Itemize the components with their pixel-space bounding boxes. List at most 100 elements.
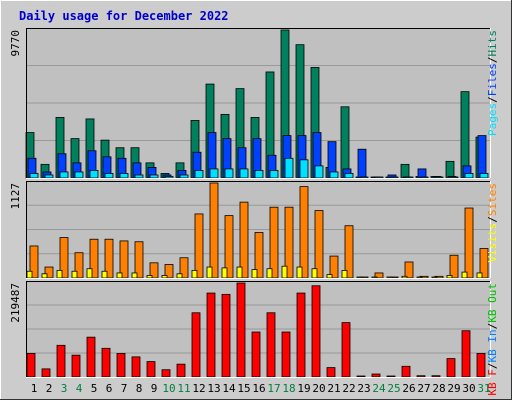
bar [74, 171, 84, 179]
bar [389, 176, 399, 179]
bar [224, 168, 234, 179]
x-tick-label: 27 [417, 382, 430, 395]
bar [357, 148, 367, 179]
bar [161, 369, 171, 378]
bar [401, 365, 411, 378]
bar [269, 206, 279, 279]
bar [449, 254, 459, 279]
legend-separator: / [486, 96, 499, 103]
bar [239, 201, 249, 279]
bar [446, 358, 456, 378]
bar [311, 268, 318, 279]
panel-legend: Pages/Files/Hits [486, 30, 499, 136]
bar [386, 276, 393, 279]
bar [101, 270, 108, 279]
bar [477, 135, 487, 179]
bar [431, 276, 438, 279]
bar [86, 336, 96, 378]
bar [251, 331, 261, 378]
x-tick-label: 24 [372, 382, 386, 395]
bar [146, 275, 153, 279]
bar [460, 91, 470, 179]
bar [194, 213, 204, 279]
bar [341, 322, 351, 378]
x-tick-label: 4 [76, 382, 83, 395]
bar [431, 375, 441, 378]
bar [86, 268, 93, 279]
bar [266, 268, 273, 279]
x-tick-label: 7 [121, 382, 128, 395]
bar [476, 272, 483, 279]
x-tick-label: 23 [357, 382, 370, 395]
bar [445, 160, 455, 179]
panel-legend: Visits/Sites [486, 183, 499, 263]
bar [329, 171, 339, 179]
bar [71, 354, 81, 378]
bar [269, 170, 279, 179]
bar [176, 363, 186, 378]
bar [59, 171, 69, 179]
legend-entry: Sites [486, 183, 499, 216]
legend-entry: Pages [486, 103, 499, 136]
bar [314, 165, 324, 179]
x-tick-label: 21 [327, 382, 340, 395]
bar [404, 261, 414, 279]
bar [479, 173, 489, 179]
bar [104, 173, 114, 179]
x-tick-label: 13 [207, 382, 220, 395]
bar [41, 273, 48, 279]
legend-separator: / [486, 57, 499, 64]
bar [254, 170, 264, 179]
bar [281, 331, 291, 378]
x-tick-label: 16 [252, 382, 265, 395]
x-tick-label: 28 [432, 382, 445, 395]
bar [191, 270, 198, 279]
bar [164, 176, 174, 179]
x-tick-label: 2 [46, 382, 53, 395]
bar [416, 375, 426, 378]
x-tick-label: 10 [162, 382, 175, 395]
bar [386, 375, 396, 378]
bar [326, 367, 336, 378]
legend-entry: KB Out [486, 283, 499, 323]
bar [344, 173, 354, 179]
bar [341, 270, 348, 279]
y-axis-max-label: 9770 [9, 30, 22, 57]
bar [284, 157, 294, 179]
x-tick-label: 17 [267, 382, 280, 395]
x-tick-label: 25 [387, 382, 400, 395]
bar [434, 176, 444, 179]
x-tick-label: 1 [31, 382, 38, 395]
bar [221, 267, 228, 279]
bar [209, 168, 219, 179]
bar [446, 275, 453, 279]
bar [131, 272, 138, 279]
x-axis-day-labels: 1 2 3 4 5 6 7 8 9 10 11 12 13 14 15 16 17 18 19 20 21 22 23 24 2… [31, 382, 491, 395]
bar [326, 274, 333, 279]
x-tick-label: 9 [151, 382, 158, 395]
bar [299, 186, 309, 279]
bar [179, 174, 189, 179]
legend-separator: / [486, 323, 499, 330]
x-tick-label: 12 [192, 382, 205, 395]
bar [71, 270, 78, 279]
bar [464, 207, 474, 279]
x-tick-label: 14 [222, 382, 236, 395]
bar [236, 266, 243, 279]
bar [266, 312, 276, 378]
legend-entry: Visits [486, 223, 499, 263]
bar [29, 173, 39, 179]
x-tick-label: 11 [177, 382, 190, 395]
bar [209, 182, 219, 279]
legend-entry: Hits [486, 30, 499, 57]
x-tick-label: 15 [237, 382, 250, 395]
legend-separator: / [486, 216, 499, 223]
bar [311, 285, 321, 378]
bar [296, 266, 303, 279]
bar [461, 330, 471, 378]
legend-entry: Files [486, 63, 499, 96]
bar [26, 270, 33, 279]
x-tick-label: 18 [282, 382, 295, 395]
series-sites [29, 182, 489, 279]
